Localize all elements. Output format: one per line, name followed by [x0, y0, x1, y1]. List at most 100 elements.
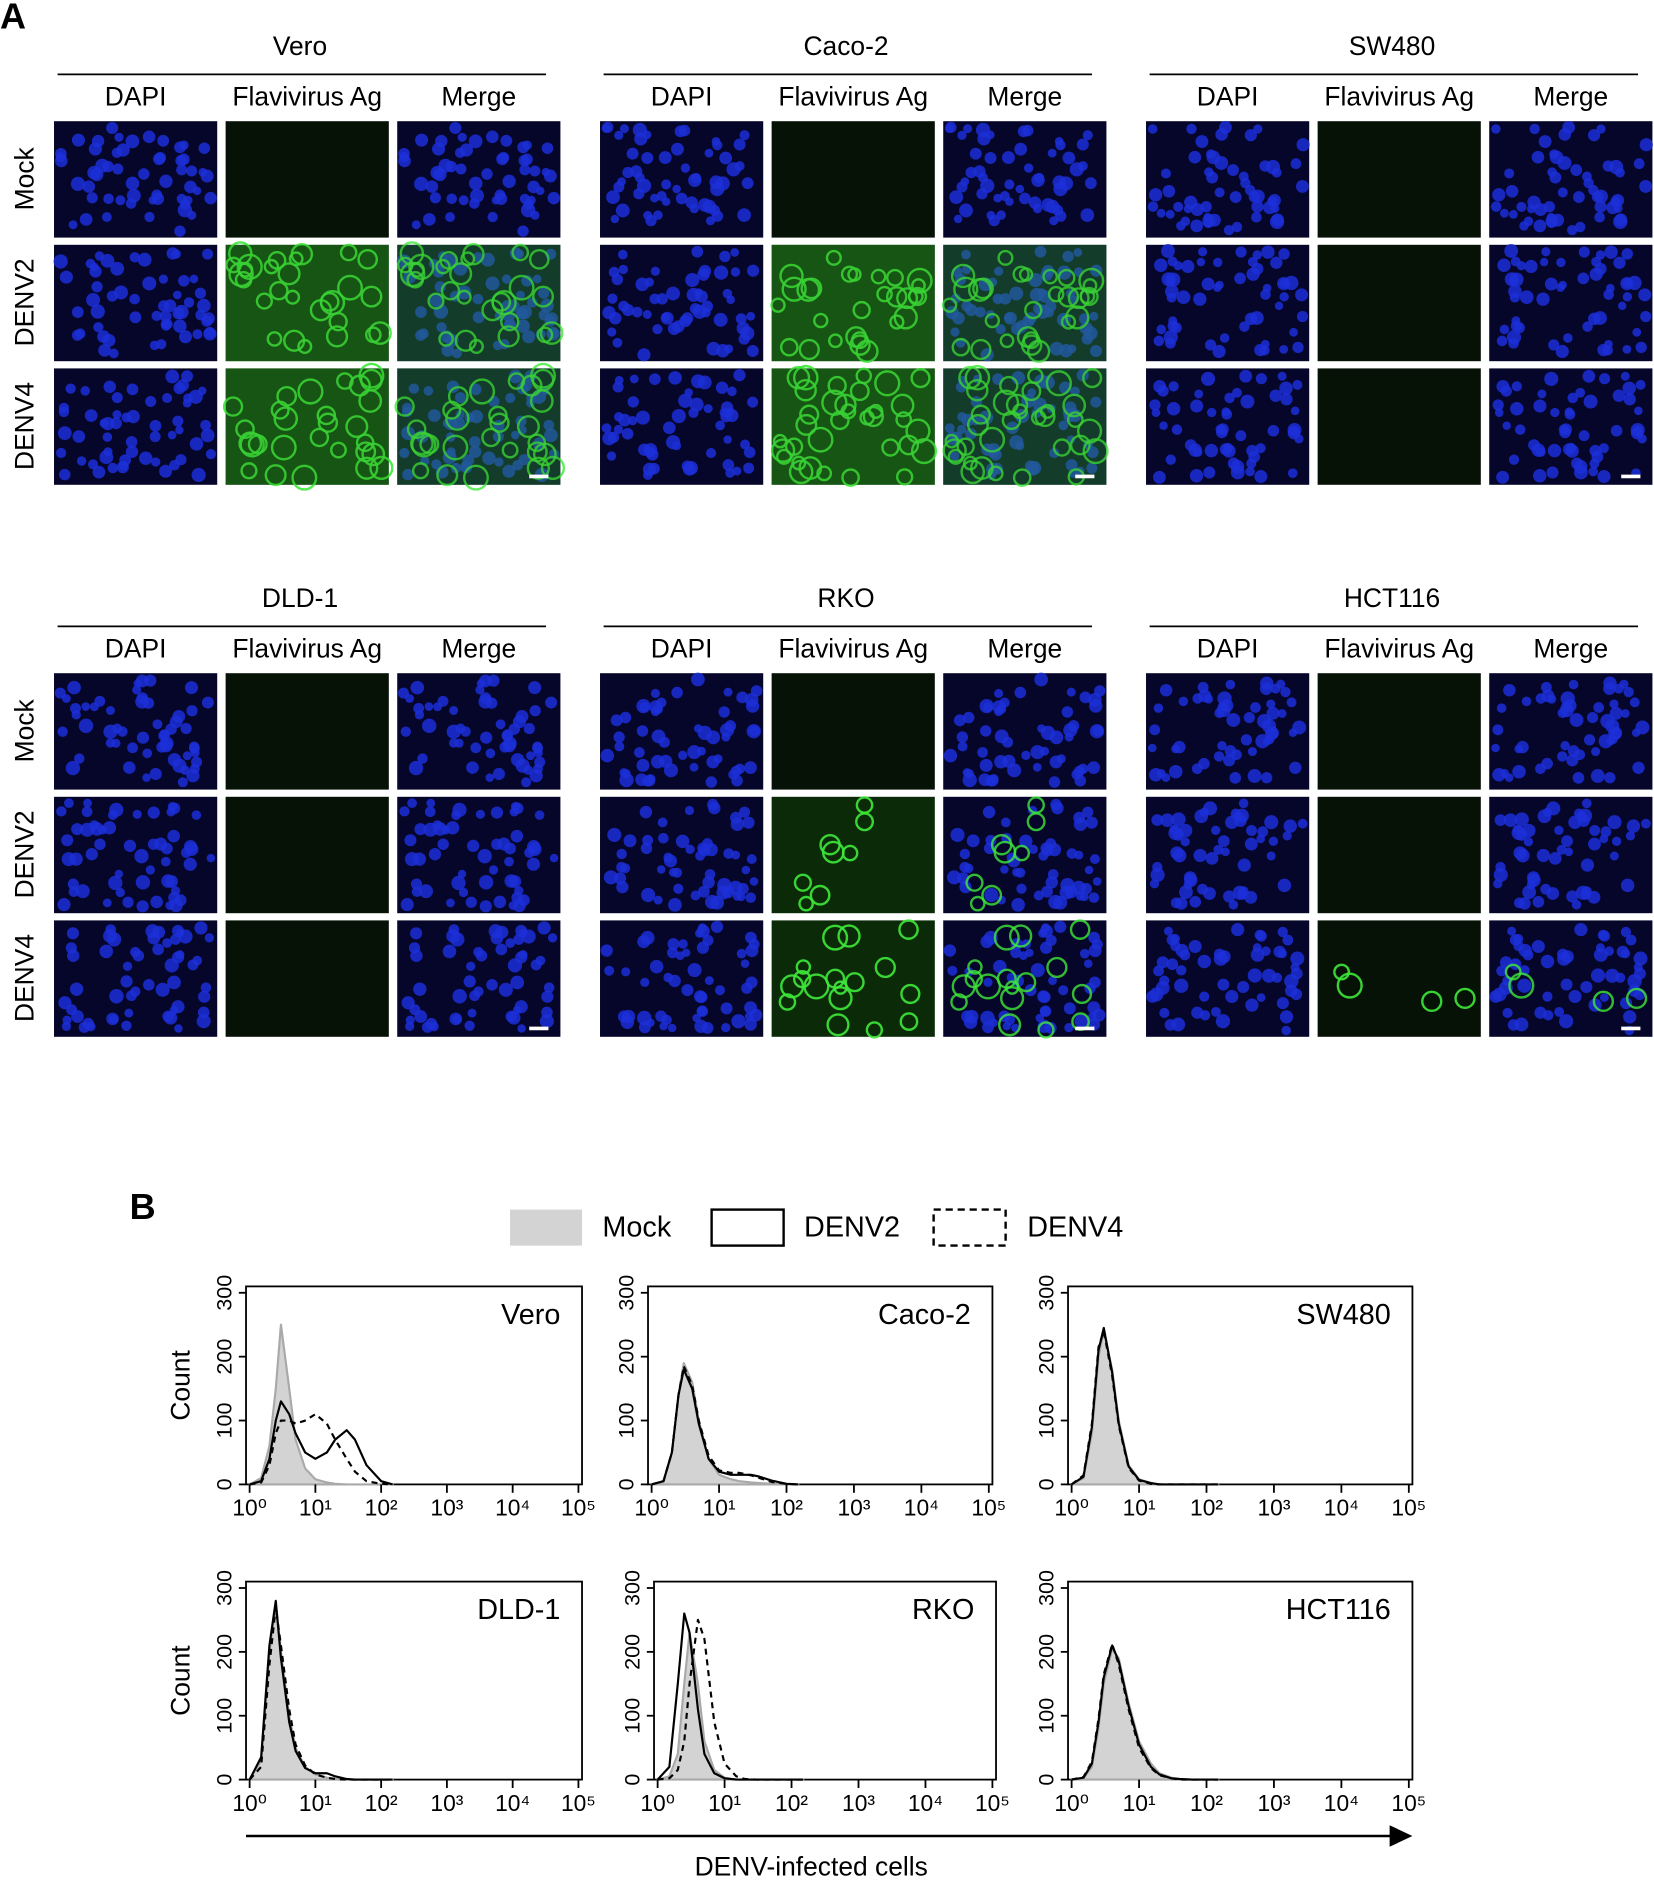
nucleus [446, 380, 460, 393]
nucleus [740, 439, 751, 450]
nucleus [410, 927, 423, 940]
nucleus [675, 192, 688, 205]
nucleus [1159, 421, 1168, 430]
y-tick-label: 0 [613, 1478, 638, 1490]
nucleus [469, 436, 481, 448]
antigen-signal [905, 418, 931, 444]
nucleus [695, 991, 708, 1004]
nucleus [1505, 184, 1519, 198]
nucleus [666, 286, 680, 301]
nucleus [1255, 930, 1267, 942]
nucleus [659, 754, 673, 768]
nucleus [1535, 693, 1547, 704]
nucleus [1058, 985, 1069, 996]
legend-label: DENV4 [1027, 1211, 1123, 1243]
nucleus [175, 950, 185, 960]
histogram-dashed [1071, 1643, 1219, 1781]
nucleus [977, 747, 988, 758]
micrograph [1317, 368, 1481, 485]
antigen-signal [896, 287, 919, 310]
nucleus [162, 392, 173, 404]
x-tick-label: 10⁰ [232, 1495, 267, 1521]
nucleus [125, 176, 140, 191]
nucleus [1049, 448, 1060, 459]
nucleus [129, 293, 140, 305]
nucleus [947, 965, 958, 976]
antigen-signal [898, 919, 919, 940]
nucleus [656, 293, 668, 305]
nucleus [1173, 261, 1183, 271]
nucleus [178, 929, 193, 944]
nucleus [1556, 283, 1565, 292]
micrograph-bg [225, 121, 389, 238]
nucleus [1279, 344, 1289, 354]
nucleus [615, 203, 630, 218]
nucleus [200, 982, 212, 993]
nucleus [89, 820, 100, 831]
nucleus [1620, 878, 1635, 893]
nucleus [1588, 466, 1599, 477]
nucleus [86, 192, 98, 204]
nucleus [1508, 454, 1520, 465]
nucleus [608, 266, 620, 278]
nucleus [741, 177, 754, 190]
micrograph [943, 672, 1107, 790]
nucleus [436, 322, 447, 333]
nucleus [1492, 188, 1506, 202]
nucleus [1239, 369, 1253, 383]
nucleus [1039, 1005, 1052, 1017]
nucleus [165, 369, 180, 384]
antigen-signal [779, 337, 799, 357]
nucleus [691, 374, 706, 389]
micrograph-bg [600, 368, 764, 485]
micrograph [397, 796, 561, 914]
nucleus [1079, 691, 1092, 704]
nucleus [75, 884, 90, 899]
x-tick-label: 10⁵ [975, 1790, 1010, 1816]
x-tick-label: 10² [365, 1495, 398, 1521]
column-header: Flavivirus Ag [1324, 633, 1474, 663]
nucleus [1173, 201, 1184, 212]
nucleus [746, 724, 761, 739]
nucleus [93, 322, 104, 333]
nucleus [1156, 769, 1166, 778]
nucleus [1554, 1006, 1565, 1017]
legend-swatch [510, 1209, 583, 1246]
nucleus [1608, 159, 1624, 175]
nucleus [1004, 179, 1015, 190]
nucleus [162, 1010, 174, 1023]
nucleus [1179, 949, 1191, 961]
nucleus [687, 745, 702, 760]
nucleus [1497, 258, 1511, 272]
nucleus [616, 848, 627, 860]
nucleus [1213, 257, 1223, 268]
nucleus [957, 130, 967, 140]
nucleus [1168, 381, 1179, 392]
nucleus [99, 450, 114, 465]
nucleus [1639, 138, 1653, 152]
nucleus [152, 719, 163, 730]
nucleus [1582, 321, 1593, 332]
nucleus [1159, 975, 1170, 986]
antigen-signal [337, 274, 363, 301]
y-tick-label: 200 [619, 1634, 644, 1670]
nucleus [642, 310, 652, 319]
nucleus [730, 248, 739, 257]
antigen-signal [462, 464, 489, 491]
nucleus [993, 193, 1003, 203]
nucleus [102, 821, 117, 835]
nucleus [177, 202, 193, 218]
nucleus [1225, 679, 1236, 690]
nucleus [1521, 696, 1532, 707]
nucleus [145, 924, 160, 939]
nucleus [1148, 743, 1157, 753]
nucleus [1156, 956, 1169, 969]
group-title: Vero [273, 31, 327, 61]
nucleus [490, 806, 504, 819]
antigen-signal [944, 433, 959, 449]
nucleus [705, 448, 717, 459]
nucleus [520, 202, 536, 218]
nucleus [603, 870, 618, 885]
nucleus [1566, 224, 1578, 236]
micrograph [396, 241, 564, 362]
